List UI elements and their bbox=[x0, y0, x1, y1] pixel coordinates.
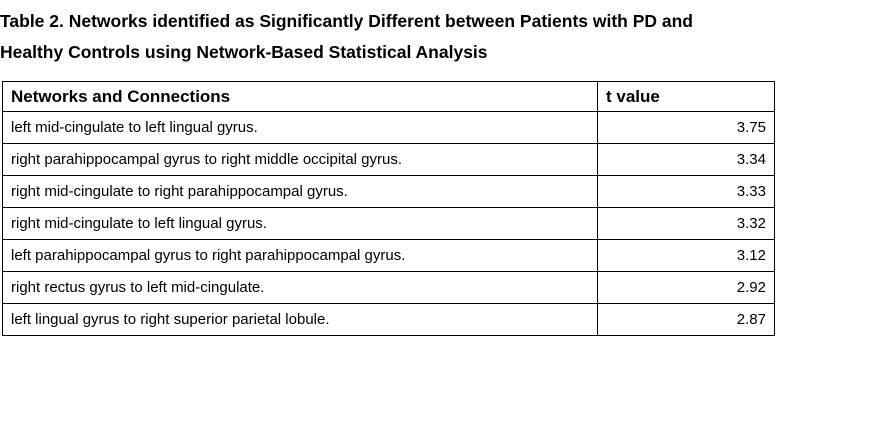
results-table: Networks and Connections t value left mi… bbox=[2, 81, 775, 336]
table-row: right parahippocampal gyrus to right mid… bbox=[2, 143, 775, 176]
caption-line-1: Table 2. Networks identified as Signific… bbox=[0, 11, 694, 31]
header-networks: Networks and Connections bbox=[2, 81, 598, 112]
connection-cell: right parahippocampal gyrus to right mid… bbox=[2, 143, 598, 176]
header-row: Networks and Connections t value bbox=[2, 81, 775, 112]
table-row: right mid-cingulate to left lingual gyru… bbox=[2, 207, 775, 240]
table-row: left parahippocampal gyrus to right para… bbox=[2, 239, 775, 272]
t-value-cell: 3.34 bbox=[597, 143, 775, 176]
t-value-cell: 3.12 bbox=[597, 239, 775, 272]
t-value-cell: 3.75 bbox=[597, 111, 775, 144]
t-value-cell: 3.33 bbox=[597, 175, 775, 208]
caption-line-2: Healthy Controls using Network-Based Sta… bbox=[0, 42, 488, 62]
connection-cell: right mid-cingulate to left lingual gyru… bbox=[2, 207, 598, 240]
t-value-cell: 3.32 bbox=[597, 207, 775, 240]
t-value-cell: 2.87 bbox=[597, 303, 775, 336]
table-row: left mid-cingulate to left lingual gyrus… bbox=[2, 111, 775, 144]
t-value-cell: 2.92 bbox=[597, 271, 775, 304]
connection-cell: left lingual gyrus to right superior par… bbox=[2, 303, 598, 336]
header-t-value: t value bbox=[597, 81, 775, 112]
connection-cell: left mid-cingulate to left lingual gyrus… bbox=[2, 111, 598, 144]
table-row: right rectus gyrus to left mid-cingulate… bbox=[2, 271, 775, 304]
table-row: left lingual gyrus to right superior par… bbox=[2, 303, 775, 336]
table-caption: Table 2. Networks identified as Signific… bbox=[0, 6, 886, 68]
connection-cell: right mid-cingulate to right parahippoca… bbox=[2, 175, 598, 208]
connection-cell: right rectus gyrus to left mid-cingulate… bbox=[2, 271, 598, 304]
connection-cell: left parahippocampal gyrus to right para… bbox=[2, 239, 598, 272]
table-row: right mid-cingulate to right parahippoca… bbox=[2, 175, 775, 208]
